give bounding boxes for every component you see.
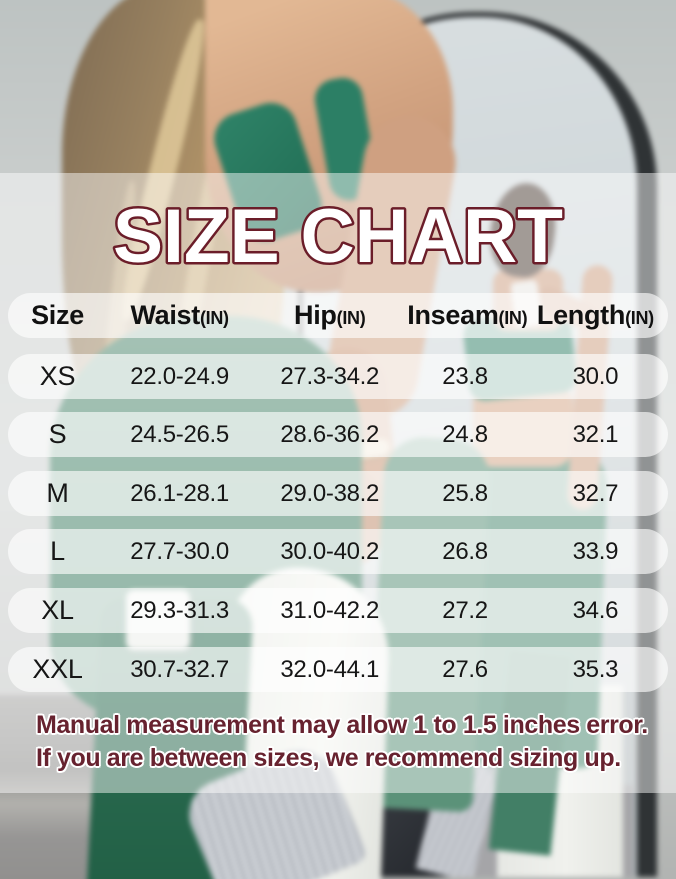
header-hip-unit: (IN) (336, 308, 366, 328)
inseam-value: 27.6 (442, 655, 488, 683)
header-length-label: Length (536, 300, 626, 330)
size-value: L (50, 536, 65, 566)
waist-value: 27.7-30.0 (130, 537, 229, 565)
hip-value: 32.0-44.1 (280, 655, 380, 683)
size-value: M (46, 478, 69, 508)
header-waist: Waist(IN) (107, 300, 252, 331)
length-value: 32.7 (572, 479, 619, 507)
header-hip-label: Hip (294, 300, 337, 330)
hip-value: 31.0-42.2 (280, 596, 380, 624)
table-row-xl: XL 29.3-31.3 31.0-42.2 27.2 34.6 (8, 588, 668, 633)
header-inseam: Inseam(IN) (407, 300, 527, 331)
table-header-row: Size Waist(IN) Hip(IN) Inseam(IN) Length… (8, 293, 668, 338)
header-waist-unit: (IN) (199, 308, 229, 328)
header-length: Length(IN) (523, 300, 668, 331)
inseam-value: 26.8 (442, 537, 488, 565)
note-line-2: If you are between sizes, we recommend s… (36, 743, 621, 772)
size-value: S (48, 419, 67, 449)
size-value: XL (41, 595, 74, 625)
header-length-unit: (IN) (625, 308, 654, 328)
length-value: 35.3 (572, 655, 619, 683)
title-block: SIZE CHART (108, 199, 568, 281)
length-value: 30.0 (572, 362, 619, 390)
length-value: 32.1 (572, 420, 619, 448)
header-size: Size (31, 300, 84, 330)
inseam-value: 25.8 (442, 479, 488, 507)
waist-value: 26.1-28.1 (130, 479, 229, 507)
measurement-note: Manual measurement may allow 1 to 1.5 in… (36, 709, 666, 774)
waist-value: 29.3-31.3 (130, 596, 229, 624)
inseam-value: 24.8 (442, 420, 488, 448)
length-value: 34.6 (572, 596, 619, 624)
header-hip: Hip(IN) (252, 300, 407, 331)
table-row-xxl: XXL 30.7-32.7 32.0-44.1 27.6 35.3 (8, 647, 668, 692)
title-svg: SIZE CHART (111, 199, 566, 281)
page-title: SIZE CHART (113, 199, 563, 279)
table-row-s: S 24.5-26.5 28.6-36.2 24.8 32.1 (8, 412, 668, 457)
hip-value: 29.0-38.2 (280, 479, 380, 507)
hip-value: 27.3-34.2 (280, 362, 380, 390)
size-value: XXL (32, 654, 83, 684)
table-row-l: L 27.7-30.0 30.0-40.2 26.8 33.9 (8, 529, 668, 574)
header-inseam-label: Inseam (407, 300, 499, 330)
hip-value: 30.0-40.2 (280, 537, 380, 565)
table-row-xs: XS 22.0-24.9 27.3-34.2 23.8 30.0 (8, 354, 668, 399)
table-row-m: M 26.1-28.1 29.0-38.2 25.8 32.7 (8, 471, 668, 516)
header-waist-label: Waist (130, 300, 200, 330)
hip-value: 28.6-36.2 (280, 420, 380, 448)
waist-value: 30.7-32.7 (130, 655, 229, 683)
size-value: XS (39, 361, 76, 391)
waist-value: 22.0-24.9 (130, 362, 229, 390)
length-value: 33.9 (572, 537, 619, 565)
note-line-1: Manual measurement may allow 1 to 1.5 in… (36, 711, 648, 739)
header-inseam-unit: (IN) (498, 308, 528, 328)
inseam-value: 27.2 (442, 596, 488, 624)
inseam-value: 23.8 (442, 362, 488, 390)
waist-value: 24.5-26.5 (130, 420, 229, 448)
